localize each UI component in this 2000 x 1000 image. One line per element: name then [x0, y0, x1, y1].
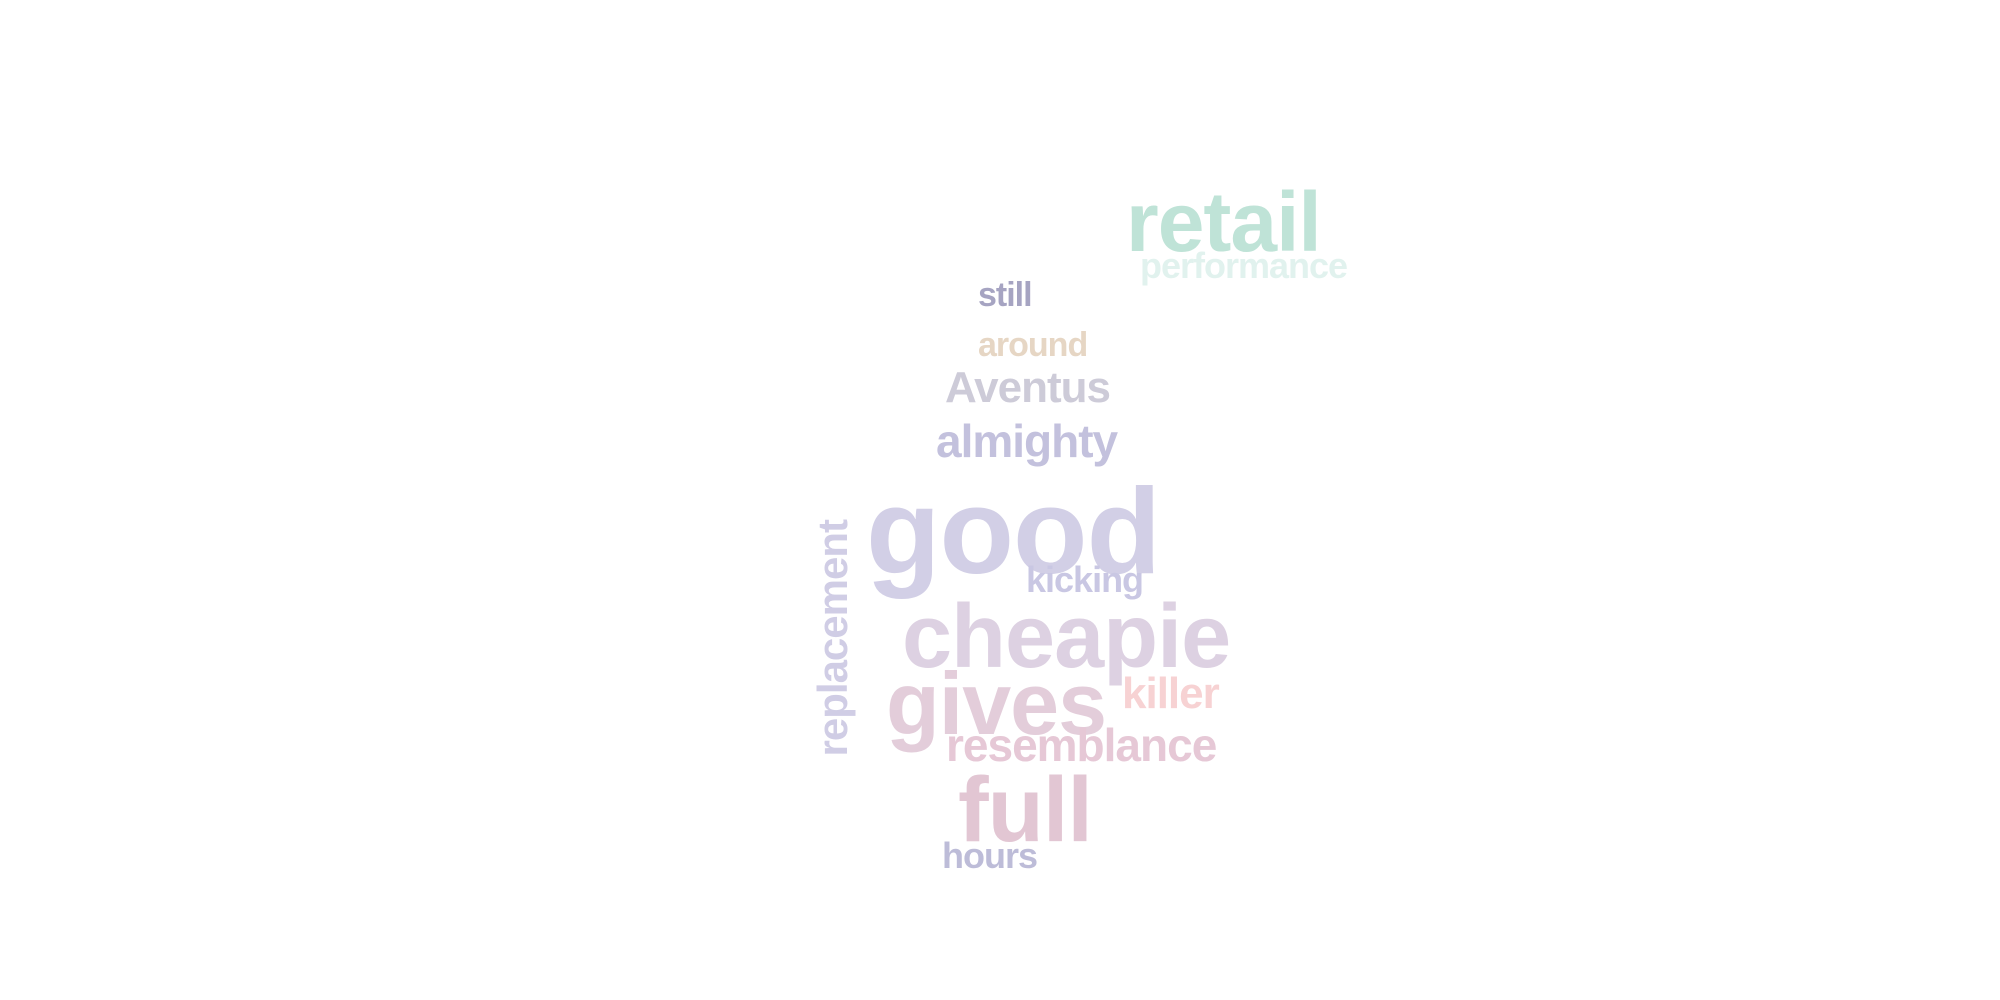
- word-cheapie: cheapie: [902, 587, 1231, 687]
- word-retail: retail: [1126, 175, 1322, 269]
- word-gives: gives: [886, 654, 1107, 753]
- word-replacement: replacement: [809, 520, 856, 757]
- word-still: still: [978, 276, 1033, 314]
- word-full: full: [958, 759, 1093, 861]
- word-resemblance: resemblance: [946, 719, 1217, 771]
- word-kicking: kicking: [1026, 559, 1144, 600]
- word-good: good: [866, 463, 1161, 599]
- word-aventus: Aventus: [945, 363, 1111, 412]
- word-performance: performance: [1140, 245, 1348, 286]
- word-hours: hours: [942, 835, 1038, 876]
- word-around: around: [978, 326, 1088, 364]
- word-almighty: almighty: [936, 415, 1118, 467]
- word-killer: killer: [1122, 669, 1220, 718]
